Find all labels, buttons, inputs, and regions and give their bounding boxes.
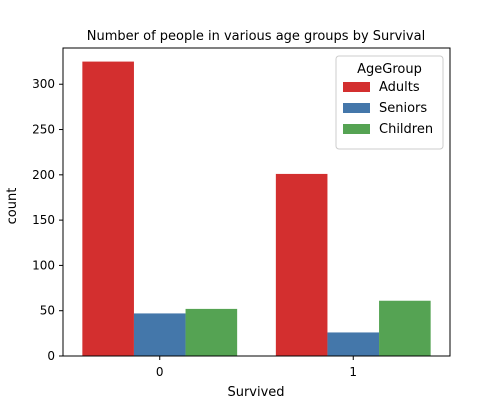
plot-area <box>62 47 451 357</box>
bar-children-0 <box>185 308 238 356</box>
legend-swatch-adults <box>343 82 370 92</box>
bar-adults-1 <box>275 173 328 356</box>
plot-frame <box>62 47 451 357</box>
legend-title: AgeGroup <box>357 62 422 77</box>
x-tick-label: 1 <box>349 365 357 379</box>
chart-title: Number of people in various age groups b… <box>87 29 425 44</box>
x-axis-label: Survived <box>227 385 284 400</box>
y-tick-label: 50 <box>40 304 55 318</box>
y-tick-label: 0 <box>47 349 55 363</box>
x-tick-label: 0 <box>156 365 164 379</box>
legend-label-children: Children <box>379 122 433 137</box>
y-tick-label: 250 <box>32 123 55 137</box>
legend-label-seniors: Seniors <box>379 101 427 116</box>
bar-adults-0 <box>82 61 134 357</box>
bar-seniors-1 <box>327 332 380 356</box>
bar-seniors-0 <box>133 313 186 356</box>
y-tick-label: 300 <box>32 77 55 91</box>
legend-swatch-seniors <box>343 103 370 113</box>
y-axis: 0 50 100 150 200 250 300 <box>32 77 63 363</box>
legend: AgeGroup Adults Seniors Children <box>335 55 444 150</box>
legend-label-adults: Adults <box>379 80 420 95</box>
bar-children-1 <box>379 300 431 356</box>
y-tick-label: 200 <box>32 168 55 182</box>
y-axis-label: count <box>5 188 20 225</box>
legend-swatch-children <box>343 124 370 134</box>
y-tick-label: 150 <box>32 213 55 227</box>
y-tick-label: 100 <box>32 258 55 272</box>
